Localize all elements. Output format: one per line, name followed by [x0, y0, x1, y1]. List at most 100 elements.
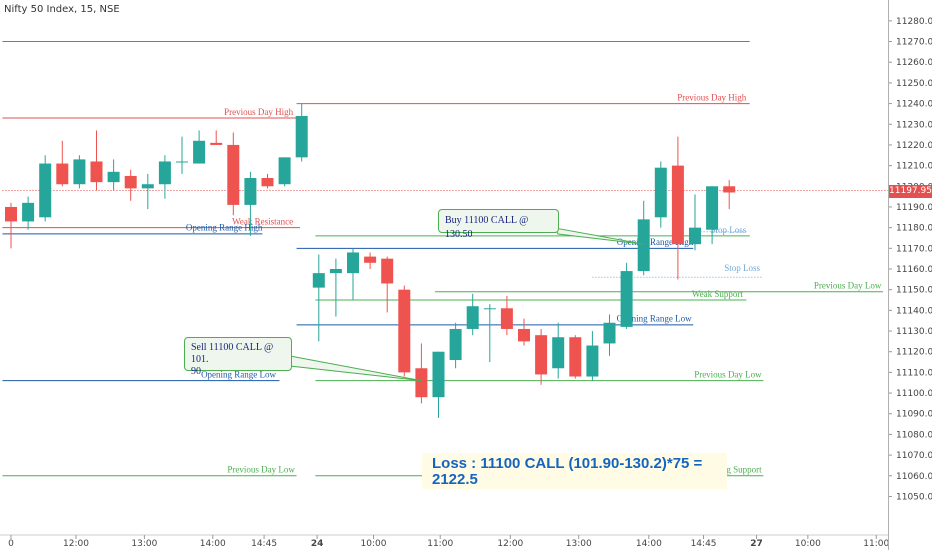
candle-body [176, 161, 188, 163]
loss-note-background [422, 453, 727, 489]
candle-body [620, 271, 633, 327]
candle-body [364, 256, 377, 263]
y-tick-label: 11220.00 [896, 141, 932, 151]
candle-body [432, 351, 445, 398]
y-tick-label: 11250.00 [896, 79, 932, 89]
x-tick-label: 13:00 [566, 539, 592, 549]
candle-body [603, 322, 616, 344]
y-tick-label: 11270.00 [896, 38, 932, 48]
candle-body [227, 144, 240, 205]
x-tick-label: 11:00 [427, 539, 453, 549]
candle-body [73, 159, 86, 185]
x-tick-label: 10:00 [361, 539, 387, 549]
x-tick-label: 13:00 [131, 539, 157, 549]
candle-body [535, 335, 548, 375]
candle-body [654, 167, 667, 218]
candle-body [381, 258, 394, 284]
y-tick-label: 11070.00 [896, 451, 932, 461]
candle-body [723, 186, 736, 193]
chart-title: Nifty 50 Index, 15, NSE [4, 4, 120, 15]
level-label-stop-loss: Stop Loss [724, 263, 760, 273]
level-label-weak-resistance: Weak Resistance [232, 217, 293, 227]
candle-body [90, 161, 103, 183]
y-tick-label: 11260.00 [896, 58, 932, 68]
level-label-weak-support: Weak Support [692, 289, 744, 299]
candle-body [210, 142, 223, 145]
candle-body [39, 163, 52, 218]
candle-body [518, 328, 530, 342]
candle-body [689, 227, 701, 245]
candle-body [415, 368, 428, 398]
level-label-opening-range-high-2: Opening Range High [617, 237, 694, 247]
x-tick-label: 14:45 [251, 539, 277, 549]
candle-body [671, 165, 684, 245]
candle-body [706, 186, 719, 230]
y-tick-label: 11130.00 [896, 327, 932, 337]
level-label-previous-day-low-3: Previous Day Low [814, 281, 882, 291]
candle-body [124, 175, 137, 189]
y-tick-label: 11140.00 [896, 306, 932, 316]
candle-body [329, 268, 342, 274]
sell-note-callout: Sell 11100 CALL @ 101. 90 [184, 337, 292, 377]
x-tick-label: 10:00 [795, 539, 821, 549]
y-tick-label: 11150.00 [896, 286, 932, 296]
buy-note-callout: Buy 11100 CALL @ 130.50 [438, 209, 559, 240]
candle-body [295, 115, 308, 158]
level-label-previous-day-low-1: Previous Day Low [227, 465, 295, 475]
candle-body [637, 219, 650, 272]
y-tick-label: 11240.00 [896, 100, 932, 110]
level-label-previous-day-high-1: Previous Day High [224, 107, 293, 117]
candle-body [586, 345, 599, 377]
candle-body [552, 337, 565, 369]
y-tick-label: 11230.00 [896, 120, 932, 130]
candle-body [398, 289, 411, 373]
y-tick-label: 11170.00 [896, 244, 932, 254]
y-tick-label: 11160.00 [896, 265, 932, 275]
candle-body [107, 171, 120, 183]
x-tick-label: 14:00 [636, 539, 662, 549]
level-label-opening-range-high-1: Opening Range High [186, 223, 263, 233]
level-label-strong-support: Strong Support [707, 465, 762, 475]
price-axis-divider [888, 0, 889, 550]
candle-body [141, 184, 154, 189]
x-tick-label: 11:00 [863, 539, 889, 549]
candle-body [261, 178, 274, 187]
candle-body [466, 306, 479, 329]
y-tick-label: 11120.00 [896, 348, 932, 358]
candle-body [56, 163, 69, 185]
x-tick-label: 12:00 [63, 539, 89, 549]
candle-body [312, 273, 325, 288]
candle-body [569, 337, 582, 377]
y-tick-label: 11100.00 [896, 389, 932, 399]
candle-body [500, 308, 513, 329]
candle-body [449, 328, 462, 360]
x-tick-label: 0 [8, 539, 14, 549]
level-label-opening-range-low-2: Opening Range Low [617, 314, 692, 324]
candle-body [158, 161, 171, 185]
y-tick-label: 11110.00 [896, 368, 932, 378]
candle-body [22, 202, 35, 222]
candle-body [193, 140, 206, 164]
candle-body [278, 157, 291, 185]
y-tick-label: 11210.00 [896, 162, 932, 172]
y-tick-label: 11080.00 [896, 430, 932, 440]
y-tick-label: 11280.00 [896, 17, 932, 27]
x-tick-label: 14:00 [200, 539, 226, 549]
current-price-badge: 11197.95 [889, 184, 932, 198]
y-tick-label: 11060.00 [896, 472, 932, 482]
level-label-previous-day-high-2: Previous Day High [677, 92, 746, 102]
y-tick-label: 11180.00 [896, 224, 932, 234]
candle-body [244, 178, 257, 205]
y-tick-label: 11190.00 [896, 203, 932, 213]
candle-body [347, 252, 359, 274]
level-label-previous-day-low-2: Previous Day Low [694, 370, 762, 380]
level-label-stop-loss-2: Stop Loss [711, 225, 747, 235]
candle-body [483, 308, 496, 310]
level-label-opening-range-low-1: Opening Range Low [201, 370, 276, 380]
loss-note-text: Loss : 11100 CALL (101.90-130.2)*75 = 21… [432, 455, 703, 488]
candle-body [5, 206, 17, 222]
x-tick-label: 12:00 [497, 539, 523, 549]
x-tick-label: 27 [750, 539, 763, 549]
